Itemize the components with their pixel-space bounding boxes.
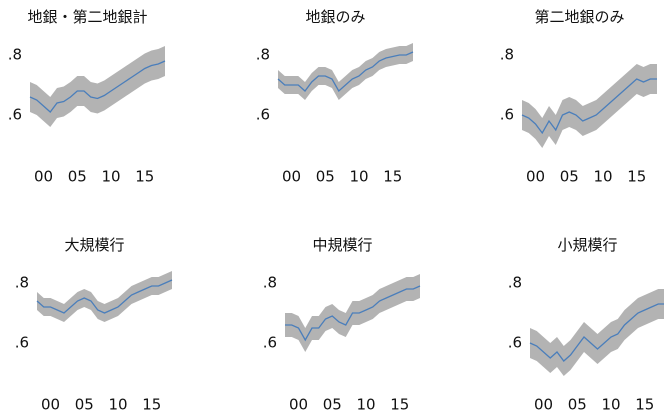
x-tick-label: 05 — [75, 396, 94, 414]
x-tick-label: 10 — [101, 168, 120, 186]
x-tick-label: 10 — [108, 396, 127, 414]
x-tick-label: 05 — [316, 168, 335, 186]
y-tick-label: .8 — [15, 274, 29, 292]
x-tick-label: 15 — [390, 396, 409, 414]
x-tick-label: 10 — [601, 396, 620, 414]
y-tick-label: .8 — [263, 274, 277, 292]
x-tick-label: 10 — [349, 168, 368, 186]
y-tick-label: .6 — [263, 334, 277, 352]
x-tick-label: 00 — [526, 168, 545, 186]
y-tick-label: .6 — [8, 106, 22, 124]
confidence-band — [522, 64, 657, 148]
chart-title: 地銀・第二地銀計 — [27, 8, 147, 26]
chart-title: 地銀のみ — [305, 8, 365, 26]
panel: 中規模行 .6 .8 00 05 10 15 — [263, 236, 421, 414]
x-tick-label: 00 — [41, 396, 60, 414]
chart-title: 大規模行 — [64, 236, 124, 254]
x-tick-label: 05 — [323, 396, 342, 414]
panel: 第二地銀のみ .6 .8 00 05 10 15 — [500, 8, 657, 186]
series-line — [277, 51, 414, 93]
y-tick-label: .8 — [500, 46, 514, 64]
x-tick-label: 00 — [289, 396, 308, 414]
series-line — [36, 279, 173, 314]
y-tick-label: .8 — [508, 274, 522, 292]
chart-title: 小規模行 — [557, 236, 617, 254]
panel: 小規模行 .6 .8 00 05 10 15 — [508, 236, 664, 414]
series-line — [285, 285, 421, 342]
y-tick-label: .6 — [256, 106, 270, 124]
x-tick-label: 15 — [627, 168, 646, 186]
panel: 地銀のみ .6 .8 00 05 10 15 — [256, 8, 414, 186]
x-tick-label: 00 — [534, 396, 553, 414]
x-tick-label: 00 — [34, 168, 53, 186]
x-tick-label: 15 — [142, 396, 161, 414]
x-tick-label: 15 — [635, 396, 654, 414]
y-tick-label: .6 — [508, 334, 522, 352]
x-tick-label: 05 — [568, 396, 587, 414]
y-tick-label: .8 — [256, 46, 270, 64]
confidence-band — [37, 271, 172, 322]
confidence-band — [30, 46, 165, 127]
x-tick-label: 10 — [356, 396, 375, 414]
x-tick-label: 15 — [135, 168, 154, 186]
x-tick-label: 05 — [560, 168, 579, 186]
series-line — [29, 60, 166, 113]
x-tick-label: 15 — [383, 168, 402, 186]
panel: 地銀・第二地銀計 .6 .8 00 05 10 15 — [8, 8, 166, 186]
series-line — [529, 303, 664, 362]
panel: 大規模行 .6 .8 00 05 10 15 — [15, 236, 173, 414]
series-line — [521, 78, 657, 135]
chart-title: 中規模行 — [312, 236, 372, 254]
x-tick-label: 05 — [68, 168, 87, 186]
confidence-band — [278, 43, 413, 100]
chart-title: 第二地銀のみ — [534, 8, 624, 26]
x-tick-label: 00 — [282, 168, 301, 186]
x-tick-label: 10 — [593, 168, 612, 186]
confidence-band — [530, 289, 664, 376]
y-tick-label: .6 — [500, 106, 514, 124]
y-tick-label: .6 — [15, 334, 29, 352]
y-tick-label: .8 — [8, 46, 22, 64]
